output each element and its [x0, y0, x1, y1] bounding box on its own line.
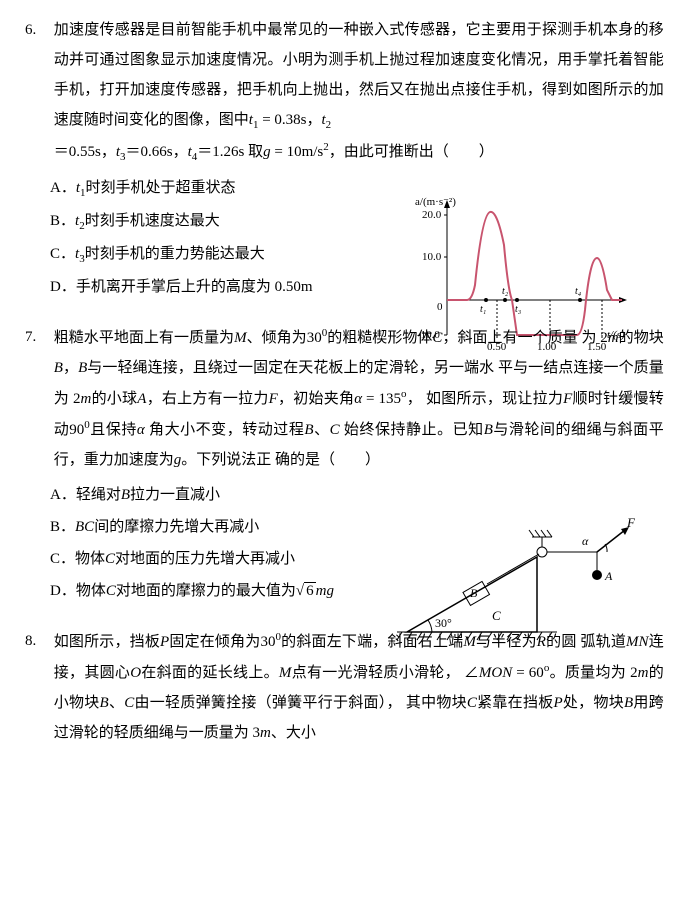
svg-text:A: A: [604, 569, 613, 583]
q7-opt-c: C．物体C对地面的压力先增大再减小: [50, 544, 410, 574]
q8-number: 8.: [25, 626, 50, 656]
q7-diagram: 30° C B A F α: [397, 512, 637, 642]
incline-diagram-svg: 30° C B A F α: [397, 512, 637, 642]
svg-text:α: α: [582, 534, 589, 548]
q7-number: 7.: [25, 322, 50, 352]
question-7: 7. 粗糙水平地面上有一质量为M、倾角为300的粗糙楔形物体C，斜面上有一个质量…: [25, 322, 667, 606]
question-8: 8. 如图所示，挡板P固定在倾角为300的斜面左下端，斜面右上端M与半径为R的圆…: [25, 626, 667, 748]
q7-opt-d: D．物体C对地面的摩擦力的最大值为6mg: [50, 576, 410, 606]
svg-text:t₄: t₄: [575, 286, 582, 297]
svg-text:t₁: t₁: [480, 304, 486, 315]
svg-text:t₃: t₃: [515, 304, 522, 315]
svg-text:0: 0: [437, 301, 443, 313]
svg-text:C: C: [492, 608, 501, 623]
svg-text:t₂: t₂: [502, 286, 509, 297]
svg-text:10.0: 10.0: [422, 251, 442, 263]
q6-options: A．t1时刻手机处于超重状态 B．t2时刻手机速度达最大 C．t3时刻手机的重力…: [50, 173, 410, 302]
svg-text:20.0: 20.0: [422, 209, 442, 221]
q6-stem: 加速度传感器是目前智能手机中最常见的一种嵌入式传感器，它主要用于探测手机本身的移…: [54, 15, 664, 168]
question-6: 6. 加速度传感器是目前智能手机中最常见的一种嵌入式传感器，它主要用于探测手机本…: [25, 15, 667, 302]
q6-opt-b: B．t2时刻手机速度达最大: [50, 206, 410, 237]
q8-stem: 如图所示，挡板P固定在倾角为300的斜面左下端，斜面右上端M与半径为R的圆 弧轨…: [54, 626, 664, 748]
q6-opt-a: A．t1时刻手机处于超重状态: [50, 173, 410, 204]
q7-stem: 粗糙水平地面上有一质量为M、倾角为300的粗糙楔形物体C，斜面上有一个质量 为 …: [54, 322, 664, 475]
q6-opt-d: D．手机离开手掌后上升的高度为 0.50m: [50, 272, 410, 302]
svg-text:30°: 30°: [435, 616, 452, 630]
q7-options: A．轻绳对B拉力一直减小 B．BC间的摩擦力先增大再减小 C．物体C对地面的压力…: [50, 480, 410, 606]
q7-opt-b: B．BC间的摩擦力先增大再减小: [50, 512, 410, 542]
q7-opt-a: A．轻绳对B拉力一直减小: [50, 480, 410, 510]
svg-text:F: F: [626, 515, 636, 530]
q6-opt-c: C．t3时刻手机的重力势能达最大: [50, 239, 410, 270]
svg-text:B: B: [470, 586, 478, 600]
q6-number: 6.: [25, 15, 50, 45]
y-axis-label: a/(m·s⁻²): [415, 196, 456, 208]
